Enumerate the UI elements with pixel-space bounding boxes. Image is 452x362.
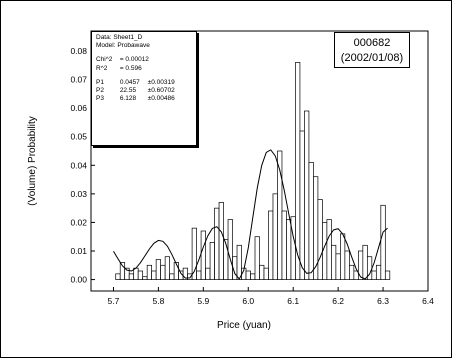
fit-param-row: P2 22.55 ±0.60702	[96, 87, 192, 95]
x-tick-label: 6.3	[377, 296, 389, 306]
fit-model-label: Model: Probawave	[96, 42, 150, 50]
histogram-bar	[218, 202, 224, 280]
plot-area-border	[90, 30, 429, 292]
histogram-bar	[227, 219, 233, 280]
histogram-bar	[164, 256, 170, 280]
chi2-label: Chi^2	[96, 56, 113, 64]
y-tick-label: 0.04	[70, 160, 87, 170]
x-tick-label: 6.4	[422, 296, 434, 306]
histogram-bar	[384, 270, 391, 280]
y-tick-label: 0.07	[70, 75, 87, 85]
x-tick-label: 6.2	[332, 296, 344, 306]
histogram-bar	[380, 204, 386, 280]
fit-param-row: P1 0.0457 ±0.00319	[96, 79, 192, 87]
histogram-bar	[308, 162, 314, 280]
y-tick-label: 0.06	[70, 103, 87, 113]
histogram-bar	[326, 219, 332, 280]
histogram-bar	[245, 270, 251, 280]
fit-results-box: Data: Sheet1_D Model: Probawave Chi^2 = …	[91, 31, 197, 146]
histogram-bar	[236, 244, 242, 280]
histogram-bar	[331, 244, 337, 280]
histogram-bar	[151, 270, 157, 280]
y-tick-label: 0.00	[70, 275, 87, 285]
param-error: ±0.00486	[147, 95, 175, 103]
fit-data-label: Data: Sheet1_D	[96, 34, 143, 41]
histogram-bar	[209, 242, 215, 280]
param-name: P3	[96, 95, 104, 103]
histogram-bar	[375, 264, 382, 280]
stock-date: (2002/01/08)	[340, 52, 404, 64]
x-tick-label: 5.7	[108, 296, 120, 306]
y-tick-label: 0.05	[70, 132, 87, 142]
x-tick-label: 6.0	[242, 296, 254, 306]
histogram-bar	[169, 273, 175, 280]
histogram-bar	[340, 233, 346, 280]
r2-label: R^2	[96, 64, 108, 72]
histogram-bar	[223, 239, 229, 280]
histogram-bar	[155, 259, 161, 280]
histogram-bar	[371, 270, 377, 280]
param-error: ±0.60702	[147, 87, 175, 95]
histogram-bar	[317, 199, 323, 280]
y-tick-label: 0.03	[70, 189, 87, 199]
r2-value: = 0.596	[119, 64, 142, 72]
histogram-bar	[191, 227, 197, 280]
y-axis-label: (Volume) Probability	[27, 116, 38, 205]
histogram-bar	[263, 267, 269, 280]
histogram-bar	[115, 273, 121, 280]
fit-r2-row: R^2 = 0.596	[96, 65, 192, 73]
x-tick-label: 6.1	[287, 296, 299, 306]
param-name: P2	[96, 87, 104, 95]
stock-label-box: 000682 (2002/01/08)	[334, 32, 410, 68]
histogram-bar	[196, 270, 202, 280]
histogram-bar	[254, 236, 260, 280]
fit-param-row: P3 6.128 ±0.00486	[96, 95, 192, 103]
chart-svg: 5.7 5.8 5.9 6.0 6.1 6.2 6.3 6.4 0.00 0.01 0.02 0.0…	[27, 30, 434, 331]
histogram-bar	[200, 230, 206, 280]
x-tick-label: 5.9	[197, 296, 209, 306]
histogram-bar	[281, 210, 287, 280]
x-axis-ticks: 5.7 5.8 5.9 6.0 6.1 6.2 6.3 6.4	[108, 287, 434, 306]
histogram-bar	[128, 273, 135, 280]
histogram-bar	[137, 270, 144, 280]
y-tick-label: 0.02	[70, 217, 87, 227]
x-tick-label: 5.8	[152, 296, 164, 306]
histogram-bar	[349, 264, 355, 280]
param-error: ±0.00319	[147, 78, 175, 86]
histogram-bar	[259, 264, 265, 280]
fit-chi2-row: Chi^2 = 0.00012	[96, 56, 192, 64]
histogram-bar	[344, 250, 350, 280]
chi2-value: = 0.00012	[119, 56, 149, 64]
histogram-bar	[133, 267, 139, 280]
histogram-bar	[160, 264, 166, 280]
histogram-bar	[304, 110, 310, 280]
y-tick-label: 0.01	[70, 246, 87, 256]
histogram-bar	[205, 267, 211, 280]
histogram-bar	[272, 193, 278, 280]
x-axis-label: Price (yuan)	[217, 320, 271, 331]
param-value: 6.128	[119, 95, 137, 103]
histogram-bar	[146, 264, 153, 280]
histogram-bars	[115, 62, 391, 280]
param-name: P1	[96, 78, 104, 86]
histogram-bar	[142, 276, 148, 280]
histogram-bar	[268, 210, 274, 280]
histogram-bar	[335, 253, 341, 280]
param-value: 22.55	[119, 87, 137, 95]
histogram-bar	[286, 219, 292, 280]
fit-curve-line	[113, 149, 388, 280]
param-value: 0.0457	[119, 78, 140, 86]
histogram-bar	[362, 244, 368, 280]
histogram-bar	[250, 273, 256, 280]
histogram-bar	[299, 130, 305, 280]
histogram-bar	[358, 250, 364, 280]
y-tick-label: 0.08	[70, 46, 87, 56]
histogram-bar	[214, 207, 220, 280]
stock-code: 000682	[353, 37, 391, 49]
